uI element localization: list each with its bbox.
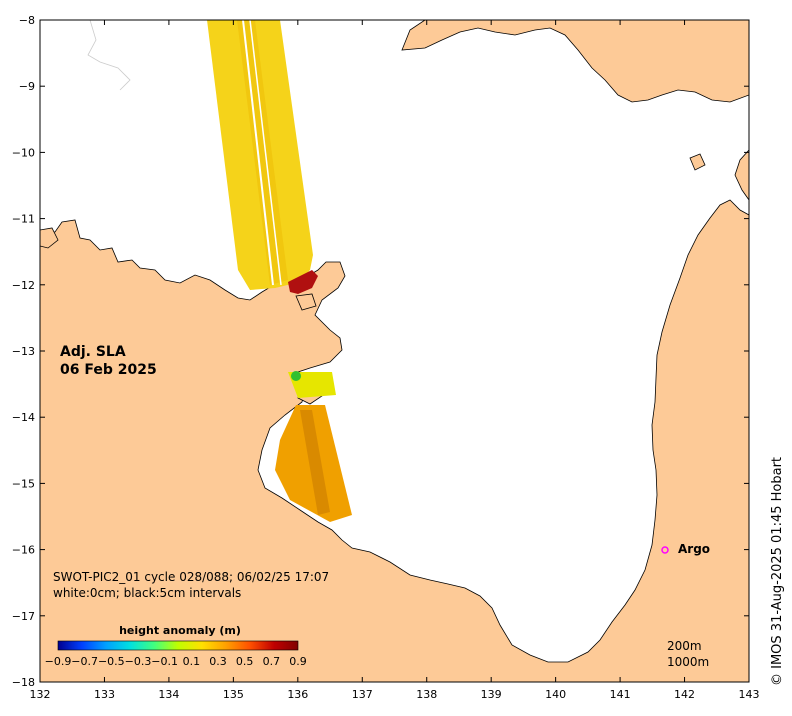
swot-swath-south-band	[300, 410, 330, 515]
argo-label: Argo	[678, 542, 711, 556]
swot-anomaly-red-patch	[288, 270, 318, 294]
x-tick-label: 133	[94, 688, 115, 701]
colorbar-tick-label: −0.5	[98, 655, 125, 668]
x-tick-label: 135	[223, 688, 244, 701]
colorbar-tick-label: −0.3	[125, 655, 152, 668]
land-new-guinea	[401, 20, 749, 103]
y-tick-label: −18	[12, 676, 35, 689]
x-tick-label: 143	[739, 688, 760, 701]
land-cape-york	[734, 149, 749, 201]
date-label: Adj. SLA 06 Feb 2025	[60, 343, 157, 379]
land-outline-faint	[87, 20, 131, 91]
colorbar-tick-label: 0.7	[263, 655, 281, 668]
info-text: SWOT-PIC2_01 cycle 028/088; 06/02/25 17:…	[53, 569, 329, 601]
y-tick-label: −8	[19, 14, 35, 27]
colorbar-tick-label: 0.1	[183, 655, 201, 668]
colorbar-tick-label: 0.5	[236, 655, 254, 668]
x-tick-label: 136	[287, 688, 308, 701]
x-tick-label: 142	[674, 688, 695, 701]
swot-nadir-gap-north-2	[249, 20, 282, 286]
y-tick-label: −13	[12, 345, 35, 358]
colorbar-tick-label: −0.9	[45, 655, 72, 668]
x-tick-label: 132	[30, 688, 51, 701]
x-tick-label: 141	[610, 688, 631, 701]
land-island-small	[295, 293, 317, 311]
colorbar-ticks: −0.9 −0.7 −0.5 −0.3 −0.1 0.1 0.3 0.5 0.7 0.9	[45, 655, 307, 668]
x-tick-label: 140	[545, 688, 566, 701]
depth-1000m: 1000m	[667, 655, 710, 669]
y-axis-ticks: −8 −9 −10 −11 −12 −13 −14 −15 −16 −17 −18	[12, 14, 749, 689]
info-line2: white:0cm; black:5cm intervals	[53, 586, 242, 600]
y-tick-label: −9	[19, 80, 35, 93]
colorbar-tick-label: 0.9	[289, 655, 307, 668]
credit-text: © IMOS 31-Aug-2025 01:45 Hobart	[770, 456, 785, 686]
colorbar	[57, 640, 299, 651]
date-label-line1: Adj. SLA	[60, 344, 126, 360]
y-tick-label: −15	[12, 477, 35, 490]
swot-nadir-gap-north	[242, 20, 274, 286]
x-tick-label: 134	[158, 688, 179, 701]
colorbar-title: height anomaly (m)	[119, 624, 241, 637]
y-tick-label: −16	[12, 544, 35, 557]
y-tick-label: −12	[12, 279, 35, 292]
argo-marker	[661, 546, 669, 554]
date-label-line2: 06 Feb 2025	[60, 362, 157, 378]
depth-200m: 200m	[667, 639, 702, 653]
y-tick-label: −17	[12, 610, 35, 623]
y-tick-label: −11	[12, 213, 35, 226]
colorbar-tick-label: 0.3	[209, 655, 227, 668]
x-tick-label: 137	[352, 688, 373, 701]
colorbar-tick-label: −0.7	[71, 655, 98, 668]
land-arnhem-land	[40, 199, 749, 682]
y-tick-label: −14	[12, 411, 35, 424]
x-tick-label: 138	[416, 688, 437, 701]
info-line1: SWOT-PIC2_01 cycle 028/088; 06/02/25 17:…	[53, 570, 330, 584]
colorbar-tick-label: −0.1	[151, 655, 178, 668]
depth-legend: 200m 1000m	[667, 638, 709, 670]
land-island-ng-small	[689, 153, 706, 171]
swot-anomaly-green-spot	[291, 371, 301, 381]
land-island-west	[40, 227, 59, 249]
x-axis-ticks: 132 133 134 135 136 137 138 139 140 141 142 143	[30, 20, 760, 701]
x-tick-label: 139	[481, 688, 502, 701]
y-tick-label: −10	[12, 146, 35, 159]
